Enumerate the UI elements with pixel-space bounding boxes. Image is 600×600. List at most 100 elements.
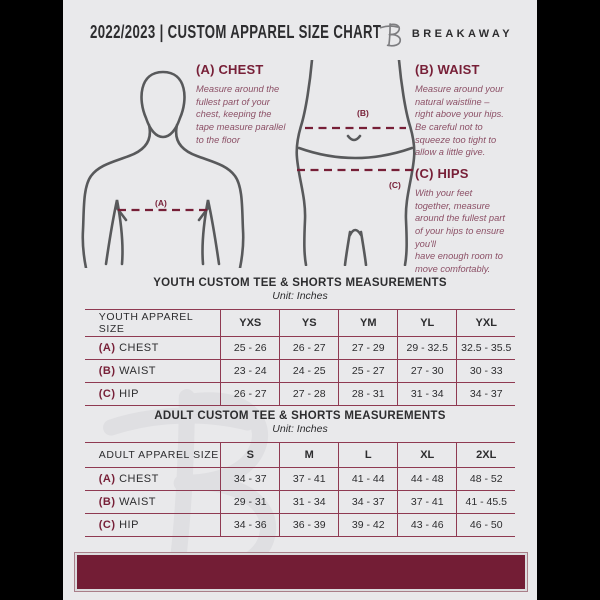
measurement-label-prefix: (A) bbox=[98, 342, 120, 354]
measurement-value: 34 - 37 bbox=[456, 382, 516, 406]
size-column-header: XL bbox=[397, 442, 457, 468]
youth-table-unit: Unit: Inches bbox=[272, 290, 328, 302]
measurement-value: 30 - 33 bbox=[456, 359, 516, 383]
measurement-row: (A) CHEST 34 - 37 37 - 41 41 - 44 44 - 48 48 … bbox=[84, 467, 516, 491]
measurement-value: 28 - 31 bbox=[338, 382, 398, 406]
measurement-value: 29 - 31 bbox=[220, 490, 280, 514]
chest-instruction-heading: (A) CHEST bbox=[196, 62, 264, 77]
size-column-header: YXS bbox=[220, 309, 280, 337]
chest-instruction: (A) CHEST Measure around the fullest par… bbox=[196, 62, 312, 146]
adult-table-title: ADULT CUSTOM TEE & SHORTS MEASUREMENTS bbox=[154, 410, 446, 422]
measurement-label-text: CHEST bbox=[119, 342, 159, 354]
chest-instruction-body: Measure around the fullest part of your … bbox=[196, 84, 286, 145]
measurement-value: 25 - 27 bbox=[338, 359, 398, 383]
measurement-row: (A) CHEST 25 - 26 26 - 27 27 - 29 29 - 32.5 3… bbox=[84, 336, 516, 360]
adult-size-table: ADULT APPAREL SIZE S M L XL 2XL (A) CHEST 34 - … bbox=[84, 442, 516, 537]
apparel-size-header: YOUTH APPAREL SIZE bbox=[84, 309, 221, 337]
crotch-curve bbox=[348, 228, 363, 237]
measurement-label-text: WAIST bbox=[119, 496, 157, 508]
brand-lockup: BREAKAWAY bbox=[379, 20, 513, 48]
left-hip-leg bbox=[295, 60, 314, 266]
youth-table-title: YOUTH CUSTOM TEE & SHORTS MEASUREMENTS bbox=[153, 277, 447, 289]
measurement-value: 36 - 39 bbox=[279, 513, 339, 537]
measurement-value: 27 - 30 bbox=[397, 359, 457, 383]
measurement-label-text: HIP bbox=[119, 388, 139, 400]
measurement-value: 31 - 34 bbox=[397, 382, 457, 406]
measurement-row: (B) WAIST 23 - 24 24 - 25 25 - 27 27 - 30 30 … bbox=[84, 359, 516, 383]
size-column-header: S bbox=[220, 442, 280, 468]
measurement-value: 34 - 37 bbox=[220, 467, 280, 491]
measurement-value: 23 - 24 bbox=[220, 359, 280, 383]
measurement-value: 29 - 32.5 bbox=[397, 336, 457, 360]
right-inner-leg bbox=[359, 230, 368, 266]
adult-table-unit: Unit: Inches bbox=[272, 423, 328, 435]
measurement-label-prefix: (C) bbox=[98, 519, 120, 531]
measurement-label-text: WAIST bbox=[119, 365, 157, 377]
table-header-row: YOUTH APPAREL SIZE YXS YS YM YL YXL bbox=[84, 309, 516, 337]
measurement-diagram: (A) (B) (C) (A) CHEST Measure around the… bbox=[63, 58, 537, 274]
measurement-label-prefix: (C) bbox=[98, 388, 120, 400]
head-outline bbox=[140, 70, 186, 139]
hips-instruction-body: With your feet together, measure around … bbox=[415, 188, 505, 274]
waist-line-label: (B) bbox=[357, 108, 369, 118]
measurement-value: 41 - 45.5 bbox=[456, 490, 516, 514]
measurement-value: 34 - 36 bbox=[220, 513, 280, 537]
measurement-value: 37 - 41 bbox=[397, 490, 457, 514]
size-column-header: M bbox=[279, 442, 339, 468]
hips-instruction-heading: (C) HIPS bbox=[415, 166, 469, 181]
measurement-label: (C) HIP bbox=[84, 382, 221, 406]
measurement-value: 37 - 41 bbox=[279, 467, 339, 491]
measurement-value: 31 - 34 bbox=[279, 490, 339, 514]
measurement-value: 25 - 26 bbox=[220, 336, 280, 360]
hip-curve bbox=[297, 146, 414, 160]
hips-instruction: (C) HIPS With your feet together, measur… bbox=[415, 166, 533, 275]
right-armpit bbox=[201, 199, 221, 266]
measurement-value: 48 - 52 bbox=[456, 467, 516, 491]
size-column-header: L bbox=[338, 442, 398, 468]
measurement-label: (C) HIP bbox=[84, 513, 221, 537]
size-column-header: YM bbox=[338, 309, 398, 337]
page-title: 2022/2023 | CUSTOM APPAREL SIZE CHART bbox=[90, 22, 382, 43]
measurement-value: 34 - 37 bbox=[338, 490, 398, 514]
adult-table-section: ADULT CUSTOM TEE & SHORTS MEASUREMENTS U… bbox=[63, 410, 537, 537]
table-header-row: ADULT APPAREL SIZE S M L XL 2XL bbox=[84, 442, 516, 468]
measurement-value: 26 - 27 bbox=[220, 382, 280, 406]
footer-bar bbox=[74, 552, 528, 592]
measurement-value: 39 - 42 bbox=[338, 513, 398, 537]
apparel-size-header: ADULT APPAREL SIZE bbox=[84, 442, 221, 468]
size-column-header: 2XL bbox=[456, 442, 516, 468]
measurement-value: 46 - 50 bbox=[456, 513, 516, 537]
youth-size-table: YOUTH APPAREL SIZE YXS YS YM YL YXL (A) CHEST 2… bbox=[84, 309, 516, 406]
navel-mark bbox=[346, 134, 362, 142]
youth-table-section: YOUTH CUSTOM TEE & SHORTS MEASUREMENTS U… bbox=[63, 277, 537, 406]
measurement-row: (C) HIP 26 - 27 27 - 28 28 - 31 31 - 34 34 - … bbox=[84, 382, 516, 406]
left-shoulder-arm bbox=[81, 123, 152, 268]
measurement-value: 44 - 48 bbox=[397, 467, 457, 491]
size-column-header: YS bbox=[279, 309, 339, 337]
measurement-label: (B) WAIST bbox=[84, 490, 221, 514]
waist-instruction-heading: (B) WAIST bbox=[415, 62, 480, 77]
right-shoulder-arm bbox=[174, 123, 245, 268]
measurement-label-prefix: (A) bbox=[98, 473, 120, 485]
lower-body-figure bbox=[295, 60, 416, 266]
left-armpit bbox=[104, 199, 124, 266]
size-column-header: YXL bbox=[456, 309, 516, 337]
measurement-label-prefix: (B) bbox=[98, 496, 120, 508]
measurement-value: 26 - 27 bbox=[279, 336, 339, 360]
measurement-value: 27 - 28 bbox=[279, 382, 339, 406]
size-chart-page: 2022/2023 | CUSTOM APPAREL SIZE CHART BR… bbox=[63, 0, 537, 600]
size-column-header: YL bbox=[397, 309, 457, 337]
measurement-value: 32.5 - 35.5 bbox=[456, 336, 516, 360]
waist-instruction-body: Measure around your natural waistline – … bbox=[415, 84, 504, 158]
waist-instruction: (B) WAIST Measure around your natural wa… bbox=[415, 62, 529, 159]
measurement-row: (C) HIP 34 - 36 36 - 39 39 - 42 43 - 46 46 - … bbox=[84, 513, 516, 537]
measurement-label: (A) CHEST bbox=[84, 467, 221, 491]
hips-line-label: (C) bbox=[389, 180, 401, 190]
measurement-label: (B) WAIST bbox=[84, 359, 221, 383]
measurement-value: 27 - 29 bbox=[338, 336, 398, 360]
measurement-row: (B) WAIST 29 - 31 31 - 34 34 - 37 37 - 41 41 … bbox=[84, 490, 516, 514]
measurement-value: 41 - 44 bbox=[338, 467, 398, 491]
torso-figure bbox=[81, 70, 245, 268]
measurement-value: 24 - 25 bbox=[279, 359, 339, 383]
